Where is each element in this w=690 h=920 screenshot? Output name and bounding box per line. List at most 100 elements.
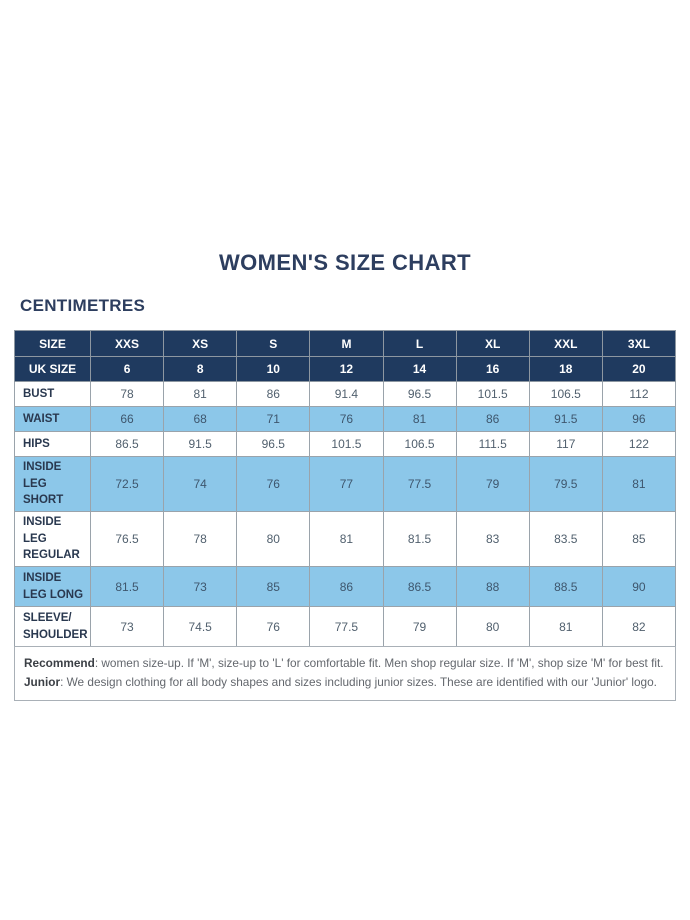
measurement-cell: 88: [455, 566, 530, 608]
row-label: INSIDE LEG REGULAR: [14, 511, 91, 568]
measurement-cell: 86: [236, 381, 311, 407]
measurement-cell: 79: [455, 455, 530, 513]
measurement-cell: 86.5: [89, 431, 165, 457]
size-header-label: SIZE: [14, 330, 91, 357]
measurement-cell: 86: [309, 566, 384, 608]
footnote-box: Recommend: women size-up. If 'M', size-u…: [14, 646, 676, 701]
measurement-cell: 81: [309, 511, 384, 568]
table-row-waist: WAIST 66 68 71 76 81 86 91.5 96: [14, 406, 677, 432]
page-title: WOMEN'S SIZE CHART: [219, 250, 471, 275]
measurement-cell: 85: [601, 511, 677, 568]
size-header-row: SIZE XXS XS S M L XL XXL 3XL: [14, 330, 677, 357]
footnote-junior: Junior: We design clothing for all body …: [24, 673, 666, 692]
size-col-header: L: [382, 330, 457, 357]
uk-size-header-label: UK SIZE: [14, 356, 91, 382]
measurement-cell: 90: [601, 566, 677, 608]
measurement-cell: 96: [601, 406, 677, 432]
measurement-cell: 68: [163, 406, 238, 432]
measurement-cell: 82: [601, 606, 677, 648]
row-label: BUST: [14, 381, 91, 407]
measurement-cell: 86.5: [382, 566, 457, 608]
size-col-header: 3XL: [601, 330, 677, 357]
uk-size-value: 20: [601, 356, 677, 382]
measurement-cell: 76: [236, 606, 311, 648]
size-col-header: XXS: [89, 330, 165, 357]
table-row-inside-leg-regular: INSIDE LEG REGULAR 76.5 78 80 81 81.5 83…: [14, 511, 677, 568]
measurement-cell: 80: [236, 511, 311, 568]
table-row-bust: BUST 78 81 86 91.4 96.5 101.5 106.5 112: [14, 381, 677, 407]
uk-size-header-row: UK SIZE 6 8 10 12 14 16 18 20: [14, 356, 677, 382]
table-row-hips: HIPS 86.5 91.5 96.5 101.5 106.5 111.5 11…: [14, 431, 677, 457]
measurement-cell: 74.5: [163, 606, 238, 648]
measurement-cell: 71: [236, 406, 311, 432]
footnote-recommend-label: Recommend: [24, 656, 95, 671]
measurement-cell: 96.5: [236, 431, 311, 457]
size-col-header: M: [309, 330, 384, 357]
measurement-cell: 83: [455, 511, 530, 568]
measurement-cell: 79: [382, 606, 457, 648]
uk-size-value: 12: [309, 356, 384, 382]
measurement-cell: 79.5: [528, 455, 603, 513]
unit-label: CENTIMETRES: [20, 296, 146, 315]
measurement-cell: 81.5: [89, 566, 165, 608]
size-chart-page: WOMEN'S SIZE CHART CENTIMETRES SIZE XXS …: [14, 250, 677, 701]
measurement-cell: 86: [455, 406, 530, 432]
measurement-cell: 81: [528, 606, 603, 648]
table-row-inside-leg-long: INSIDE LEG LONG 81.5 73 85 86 86.5 88 88…: [14, 566, 677, 608]
footnote-junior-text: : We design clothing for all body shapes…: [60, 675, 657, 690]
uk-size-value: 14: [382, 356, 457, 382]
measurement-cell: 81: [601, 455, 677, 513]
measurement-cell: 112: [601, 381, 677, 407]
row-label: HIPS: [14, 431, 91, 457]
measurement-cell: 91.4: [309, 381, 384, 407]
row-label: SLEEVE/ SHOULDER: [14, 606, 91, 648]
row-label: INSIDE LEG LONG: [14, 566, 91, 608]
measurement-cell: 122: [601, 431, 677, 457]
measurement-cell: 76: [309, 406, 384, 432]
table-row-sleeve-shoulder: SLEEVE/ SHOULDER 73 74.5 76 77.5 79 80 8…: [14, 606, 677, 648]
measurement-cell: 73: [89, 606, 165, 648]
measurement-cell: 77.5: [382, 455, 457, 513]
size-col-header: XS: [163, 330, 238, 357]
footnote-recommend-text: : women size-up. If 'M', size-up to 'L' …: [94, 656, 664, 671]
measurement-cell: 83.5: [528, 511, 603, 568]
measurement-cell: 117: [528, 431, 603, 457]
measurement-cell: 81.5: [382, 511, 457, 568]
measurement-cell: 88.5: [528, 566, 603, 608]
measurement-cell: 85: [236, 566, 311, 608]
measurement-cell: 101.5: [309, 431, 384, 457]
measurement-cell: 81: [163, 381, 238, 407]
measurement-cell: 106.5: [528, 381, 603, 407]
measurement-cell: 78: [163, 511, 238, 568]
measurement-cell: 74: [163, 455, 238, 513]
measurement-cell: 76.5: [89, 511, 165, 568]
measurement-cell: 77: [309, 455, 384, 513]
measurement-cell: 106.5: [382, 431, 457, 457]
uk-size-value: 16: [455, 356, 530, 382]
measurement-cell: 96.5: [382, 381, 457, 407]
measurement-cell: 78: [89, 381, 165, 407]
measurement-cell: 73: [163, 566, 238, 608]
uk-size-value: 10: [236, 356, 311, 382]
measurement-cell: 66: [89, 406, 165, 432]
uk-size-value: 8: [163, 356, 238, 382]
uk-size-value: 6: [89, 356, 165, 382]
measurement-cell: 111.5: [455, 431, 530, 457]
row-label: INSIDE LEG SHORT: [14, 455, 91, 513]
measurement-cell: 76: [236, 455, 311, 513]
measurement-cell: 91.5: [163, 431, 238, 457]
measurement-cell: 81: [382, 406, 457, 432]
row-label: WAIST: [14, 406, 91, 432]
measurement-cell: 101.5: [455, 381, 530, 407]
size-chart-table: SIZE XXS XS S M L XL XXL 3XL UK SIZE 6 8…: [14, 330, 677, 648]
size-col-header: XXL: [528, 330, 603, 357]
measurement-cell: 80: [455, 606, 530, 648]
measurement-cell: 91.5: [528, 406, 603, 432]
table-row-inside-leg-short: INSIDE LEG SHORT 72.5 74 76 77 77.5 79 7…: [14, 455, 677, 513]
footnote-junior-label: Junior: [24, 675, 61, 690]
size-col-header: S: [236, 330, 311, 357]
size-col-header: XL: [455, 330, 530, 357]
measurement-cell: 77.5: [309, 606, 384, 648]
uk-size-value: 18: [528, 356, 603, 382]
measurement-cell: 72.5: [89, 455, 165, 513]
